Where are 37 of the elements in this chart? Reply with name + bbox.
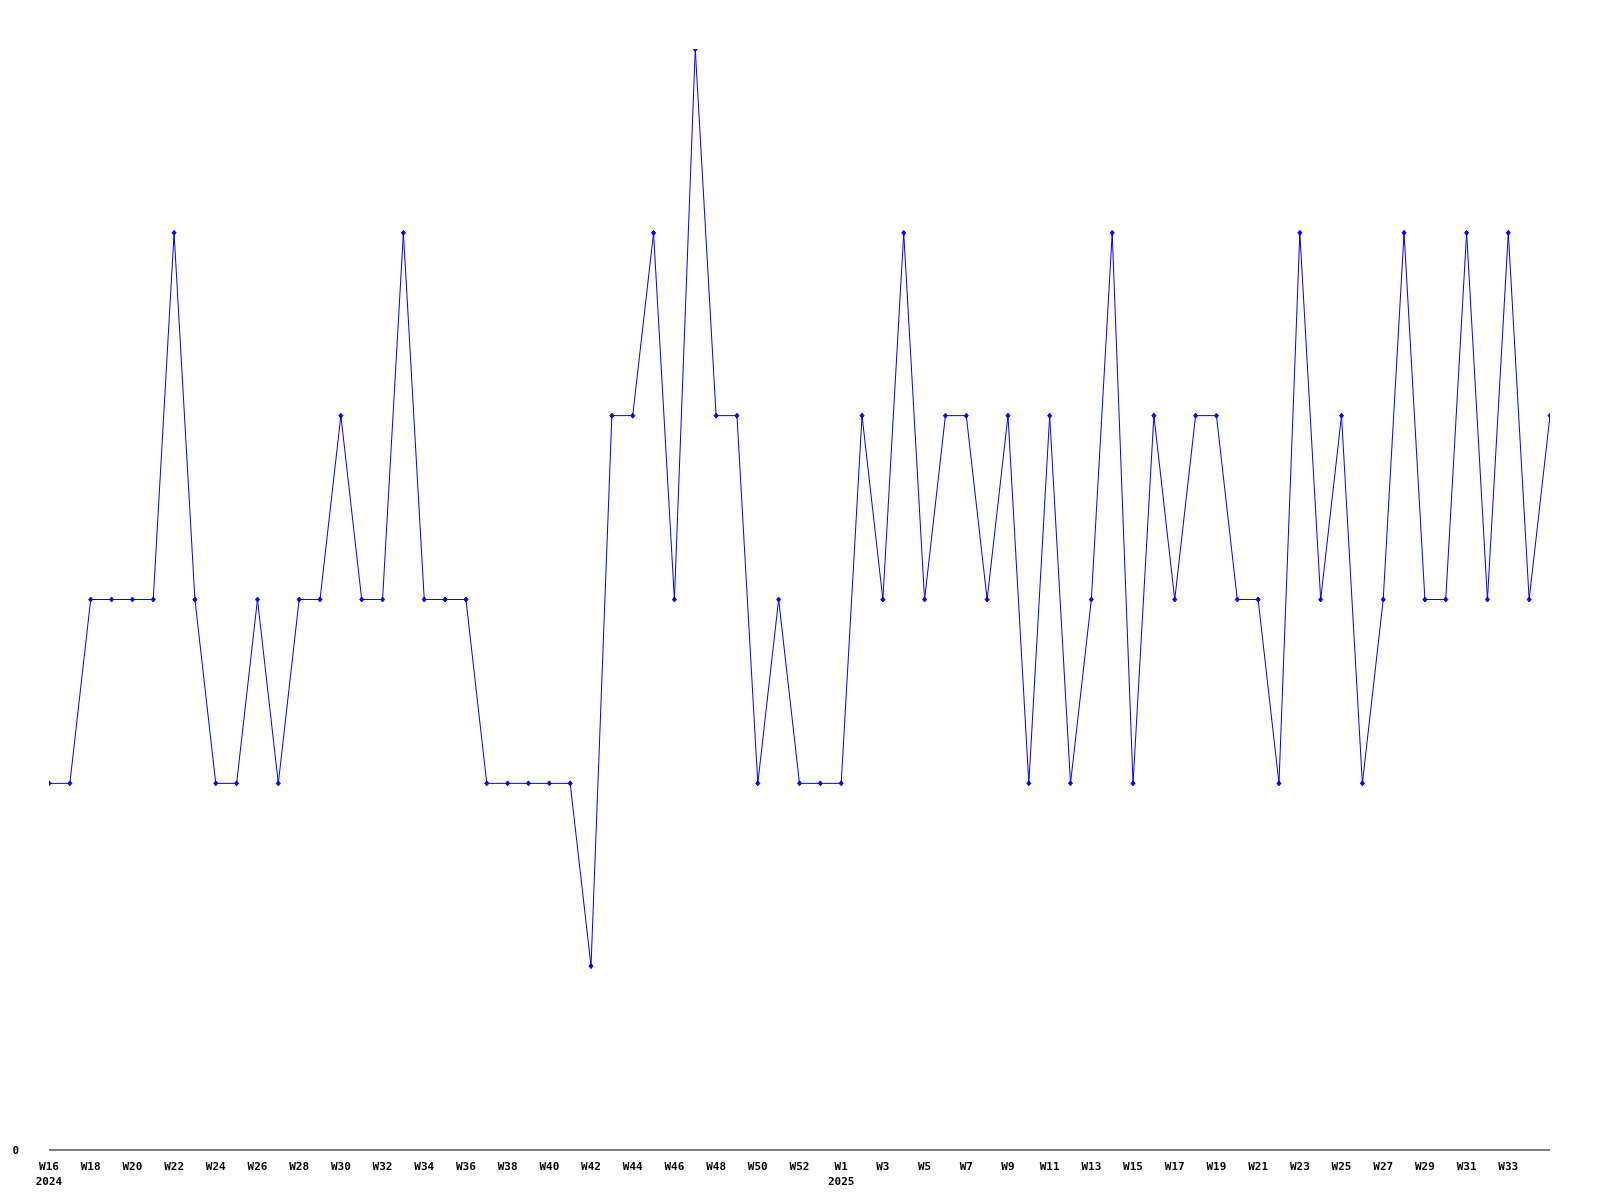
x-tick-label: W9 (1001, 1160, 1015, 1173)
x-tick-label: W17 (1164, 1160, 1185, 1173)
x-tick-label: W46 (664, 1160, 685, 1173)
x-tick-label: W16 2024 (35, 1160, 63, 1188)
x-tick-label: W23 (1289, 1160, 1310, 1173)
x-tick-label: W11 (1039, 1160, 1060, 1173)
x-tick-label: W29 (1414, 1160, 1435, 1173)
x-tick-label: W25 (1331, 1160, 1352, 1173)
x-tick-label: W18 (80, 1160, 101, 1173)
x-tick-label: W7 (959, 1160, 973, 1173)
x-tick-label: W1 2025 (827, 1160, 855, 1188)
x-tick-label: W30 (330, 1160, 351, 1173)
x-tick-label: W24 (205, 1160, 227, 1173)
x-tick-label: W27 (1373, 1160, 1394, 1173)
x-tick-label: W44 (622, 1160, 644, 1173)
x-tick-label: W22 (164, 1160, 185, 1173)
x-tick-label: W40 (539, 1160, 560, 1173)
x-tick-label: W36 (456, 1160, 477, 1173)
x-tick-label: W19 (1206, 1160, 1227, 1173)
x-tick-label: W13 (1081, 1160, 1102, 1173)
text: 0 (12, 1143, 19, 1157)
x-tick-label: W26 (247, 1160, 268, 1173)
x-tick-label: W5 (917, 1160, 932, 1173)
x-tick-label: W52 (789, 1160, 810, 1173)
x-tick-label: W28 (289, 1160, 310, 1173)
x-tick-label: W38 (497, 1160, 518, 1173)
x-tick-label: W20 (122, 1160, 143, 1173)
x-tick-label: W31 (1456, 1160, 1477, 1173)
x-tick-label: W34 (414, 1160, 435, 1173)
x-tick-label: W3 (876, 1160, 890, 1173)
x-tick-label: W21 (1248, 1160, 1269, 1173)
x-tick-label: W48 (706, 1160, 727, 1173)
x-tick-label: W32 (372, 1160, 393, 1173)
x-tick-label: W33 (1498, 1160, 1519, 1173)
x-tick-label: W50 (747, 1160, 768, 1173)
x-tick-label: W15 (1123, 1160, 1143, 1173)
x-tick-label: W42 (581, 1160, 601, 1173)
